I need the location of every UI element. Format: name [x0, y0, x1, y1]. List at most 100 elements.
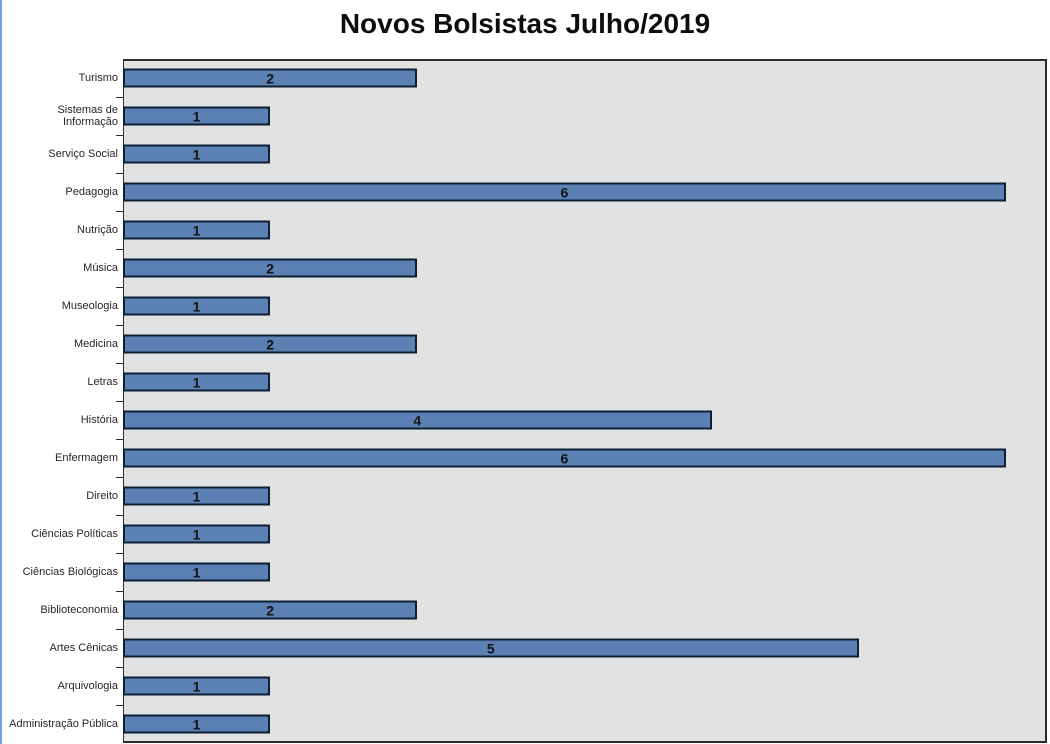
axis-tick	[116, 705, 123, 706]
axis-tick	[116, 439, 123, 440]
value-label: 5	[486, 640, 495, 656]
axis-tick	[116, 97, 123, 98]
bar-row: Medicina 2	[0, 325, 1047, 363]
value-label: 1	[192, 488, 201, 504]
category-label: Artes Cênicas	[49, 641, 118, 654]
axis-tick	[116, 667, 123, 668]
bar-row: Serviço Social 1	[0, 135, 1047, 173]
bar-row: História 4	[0, 401, 1047, 439]
bar-band: 2	[123, 59, 1047, 97]
bar-band: 2	[123, 325, 1047, 363]
bar: 1	[123, 676, 271, 696]
bar: 2	[123, 334, 418, 354]
value-label: 6	[560, 450, 569, 466]
bar-row: Administração Pública 1	[0, 705, 1047, 743]
bar: 4	[123, 410, 712, 430]
bar-row: Letras 1	[0, 363, 1047, 401]
bar-band: 1	[123, 477, 1047, 515]
category-label: Serviço Social	[48, 147, 118, 160]
value-label: 1	[192, 222, 201, 238]
bar-row: Artes Cênicas 5	[0, 629, 1047, 667]
value-label: 2	[266, 70, 275, 86]
bar-band: 1	[123, 135, 1047, 173]
bar-row: Música 2	[0, 249, 1047, 287]
bar-band: 1	[123, 363, 1047, 401]
bar: 6	[123, 448, 1006, 468]
category-label: Enfermagem	[55, 451, 118, 464]
axis-tick	[116, 249, 123, 250]
category-label: Museologia	[61, 299, 118, 312]
bar: 2	[123, 600, 418, 620]
value-label: 1	[192, 146, 201, 162]
bar-row: Sistemas de Informação 1	[0, 97, 1047, 135]
bar-row: Enfermagem 6	[0, 439, 1047, 477]
bar-row: Pedagogia 6	[0, 173, 1047, 211]
bar-band: 1	[123, 705, 1047, 743]
category-label: Ciências Biológicas	[22, 565, 118, 578]
bar: 6	[123, 182, 1006, 202]
bar: 1	[123, 562, 271, 582]
axis-tick	[116, 211, 123, 212]
category-label: Biblioteconomia	[40, 603, 118, 616]
category-label: Arquivologia	[57, 679, 118, 692]
bar-band: 1	[123, 515, 1047, 553]
bar-row: Turismo 2	[0, 59, 1047, 97]
value-label: 1	[192, 374, 201, 390]
value-label: 6	[560, 184, 569, 200]
bar-band: 1	[123, 667, 1047, 705]
bar: 1	[123, 714, 271, 734]
bar-row: Nutrição 1	[0, 211, 1047, 249]
category-label: Música	[83, 261, 118, 274]
bar-band: 6	[123, 173, 1047, 211]
value-label: 1	[192, 108, 201, 124]
bar: 2	[123, 258, 418, 278]
bar: 1	[123, 372, 271, 392]
bar: 5	[123, 638, 859, 658]
bar: 1	[123, 524, 271, 544]
category-label: Ciências Políticas	[31, 527, 118, 540]
category-label: História	[80, 413, 118, 426]
category-label: Direito	[86, 489, 118, 502]
value-label: 1	[192, 298, 201, 314]
category-label: Administração Pública	[9, 717, 118, 730]
value-label: 1	[192, 678, 201, 694]
bar-row: Museologia 1	[0, 287, 1047, 325]
value-label: 2	[266, 260, 275, 276]
axis-tick	[116, 173, 123, 174]
bar: 1	[123, 144, 271, 164]
category-label: Letras	[87, 375, 118, 388]
axis-tick	[116, 591, 123, 592]
bar: 1	[123, 296, 271, 316]
bar-band: 1	[123, 211, 1047, 249]
bar-row: Biblioteconomia 2	[0, 591, 1047, 629]
bar-band: 1	[123, 97, 1047, 135]
axis-tick	[116, 135, 123, 136]
value-label: 4	[413, 412, 422, 428]
bar-row: Arquivologia 1	[0, 667, 1047, 705]
bar-row: Ciências Políticas 1	[0, 515, 1047, 553]
value-label: 1	[192, 526, 201, 542]
bar: 2	[123, 68, 418, 88]
axis-tick	[116, 629, 123, 630]
bar-band: 5	[123, 629, 1047, 667]
window-left-border	[0, 0, 2, 744]
bar-band: 6	[123, 439, 1047, 477]
bar-rows-container: Turismo 2 Sistemas de Informação 1 Serviço S…	[0, 59, 1047, 743]
category-label: Sistemas de Informação	[57, 103, 118, 128]
bar-band: 2	[123, 249, 1047, 287]
category-label: Pedagogia	[65, 185, 118, 198]
value-label: 2	[266, 602, 275, 618]
bar-band: 2	[123, 591, 1047, 629]
category-label: Turismo	[78, 71, 118, 84]
bar-band: 1	[123, 287, 1047, 325]
value-label: 1	[192, 716, 201, 732]
bar: 1	[123, 220, 271, 240]
value-label: 1	[192, 564, 201, 580]
axis-tick	[116, 325, 123, 326]
axis-tick	[116, 515, 123, 516]
bar-row: Direito 1	[0, 477, 1047, 515]
chart-title: Novos Bolsistas Julho/2019	[339, 8, 711, 39]
bar-row: Ciências Biológicas 1	[0, 553, 1047, 591]
axis-tick	[116, 287, 123, 288]
